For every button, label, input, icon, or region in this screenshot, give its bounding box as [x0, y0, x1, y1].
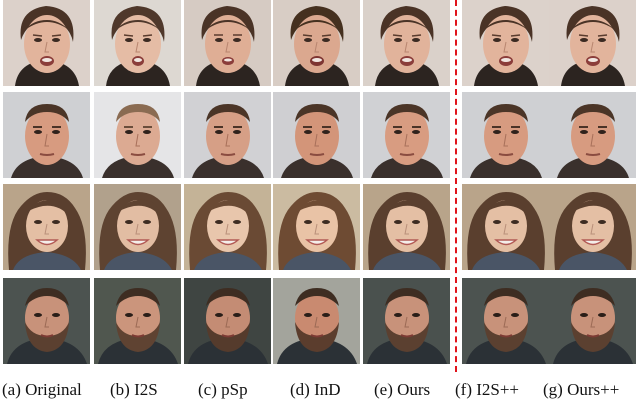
face-image-i2s-plus: [462, 0, 549, 86]
caption-i2s-plus: (f) I2S++: [455, 380, 520, 399]
face-image-ours: [363, 92, 450, 178]
face-image-ours-plus: [549, 278, 636, 364]
face-image-ind: [273, 184, 360, 270]
face-image-i2s-plus: [462, 184, 549, 270]
face-image-ours-plus: [549, 184, 636, 270]
image-row-2: [0, 92, 640, 178]
caption-ind: (d) InD: [290, 380, 341, 399]
caption-i2s: (b) I2S: [110, 380, 158, 399]
face-image-ours: [363, 0, 450, 86]
face-image-i2s-plus: [462, 278, 549, 364]
image-row-4: [0, 278, 640, 364]
face-image-original: [3, 184, 90, 270]
face-image-i2s: [94, 278, 181, 364]
face-image-psp: [184, 0, 271, 86]
face-image-psp: [184, 184, 271, 270]
face-image-ours-plus: [549, 92, 636, 178]
face-image-i2s: [94, 184, 181, 270]
caption-row: (a) Original (b) I2S (c) pSp (d) InD (e)…: [0, 378, 640, 404]
face-image-ours: [363, 278, 450, 364]
caption-original: (a) Original: [2, 380, 82, 399]
face-image-original: [3, 92, 90, 178]
face-image-i2s: [94, 92, 181, 178]
image-row-3: [0, 184, 640, 270]
face-image-ind: [273, 92, 360, 178]
face-image-psp: [184, 92, 271, 178]
face-image-psp: [184, 278, 271, 364]
face-image-original: [3, 0, 90, 86]
caption-ours: (e) Ours: [374, 380, 431, 399]
image-row-1: [0, 0, 640, 86]
face-image-ind: [273, 0, 360, 86]
caption-ours-plus: (g) Ours++: [543, 380, 620, 399]
face-image-i2s-plus: [462, 92, 549, 178]
face-image-ind: [273, 278, 360, 364]
method-divider-line: [455, 0, 457, 372]
caption-psp: (c) pSp: [198, 380, 248, 399]
face-image-ours-plus: [549, 0, 636, 86]
face-image-i2s: [94, 0, 181, 86]
face-image-original: [3, 278, 90, 364]
face-image-ours: [363, 184, 450, 270]
